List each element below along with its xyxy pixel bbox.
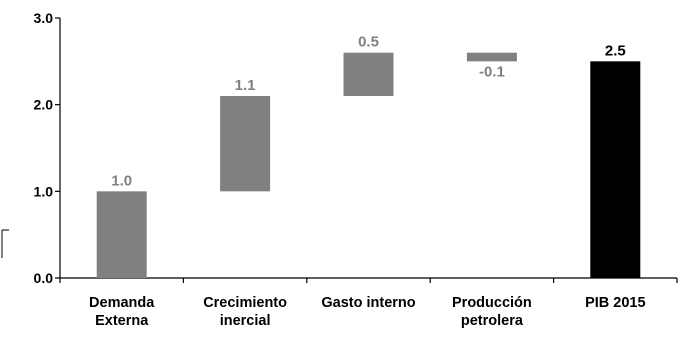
- category-label: petrolera: [461, 313, 524, 329]
- bar: [466, 52, 517, 62]
- y-tick-label: 0.0: [34, 270, 54, 286]
- category-label: Crecimiento: [203, 295, 287, 311]
- category-label: Gasto interno: [321, 295, 415, 311]
- bars: [96, 52, 641, 279]
- data-label: 0.5: [358, 34, 379, 51]
- y-tick-label: 2.0: [34, 97, 54, 113]
- bar: [220, 96, 271, 192]
- data-labels: 1.0 1.1 0.5 -0.1 2.5: [111, 34, 625, 190]
- y-tick-label: 1.0: [34, 183, 54, 199]
- category-label: inercial: [220, 313, 271, 329]
- category-label: Externa: [95, 313, 149, 329]
- data-label: 1.1: [235, 77, 256, 94]
- y-tick-label: 3.0: [34, 10, 54, 26]
- category-label: Demanda: [89, 295, 155, 311]
- category-labels: Demanda Externa Crecimiento inercial Gasto i…: [89, 295, 645, 329]
- x-axis-ticks: [59, 278, 678, 283]
- data-label: 2.5: [605, 42, 626, 59]
- category-label: PIB 2015: [585, 295, 645, 311]
- data-label: -0.1: [479, 63, 505, 80]
- data-label: 1.0: [111, 172, 132, 189]
- y-axis-ticks: 0.0 1.0 2.0 3.0: [34, 10, 60, 286]
- bar: [590, 61, 641, 279]
- category-label: Producción: [452, 295, 532, 311]
- bar: [96, 191, 147, 278]
- bar: [343, 52, 394, 96]
